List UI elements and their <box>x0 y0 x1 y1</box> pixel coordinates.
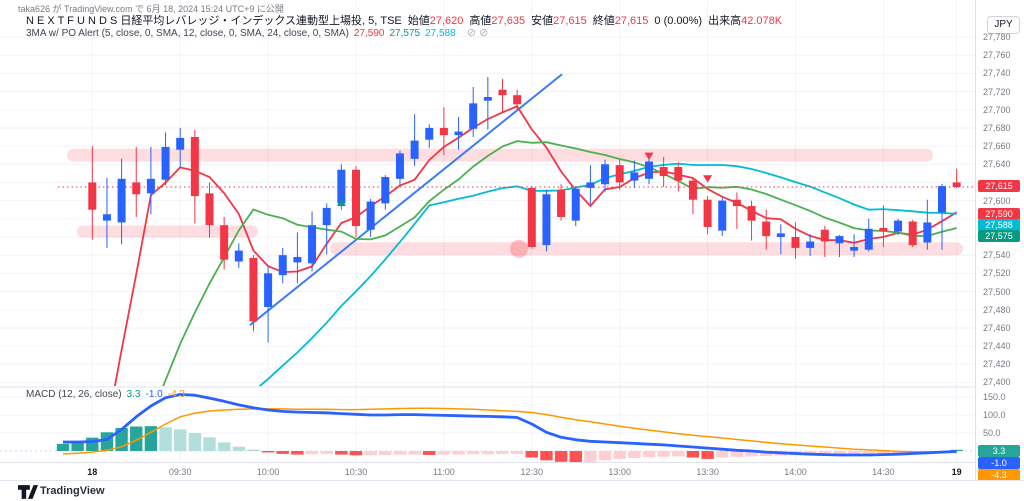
indicator-value: 27,588 <box>425 28 456 39</box>
price-tick: 27,480 <box>983 304 1011 315</box>
macd-tick: 100.0 <box>983 410 1006 420</box>
volume-value: 42.078K <box>741 15 783 27</box>
price-axis[interactable]: JPY 27,780 27,760 27,740 27,720 27,700 27,680… <box>975 0 1024 481</box>
price-tick: 27,760 <box>983 50 1011 61</box>
price-tick: 27,780 <box>983 32 1011 42</box>
ohlc-values: 始値27,620 高値27,635 安値27,615 終値27,615 <box>402 15 649 27</box>
sell-signal-icon <box>644 152 654 161</box>
price-tick: 27,400 <box>983 377 1011 388</box>
indicator-value: 3.3 <box>126 389 141 400</box>
price-tick: 27,720 <box>983 86 1011 97</box>
indicator-title: 3MA w/ PO Alert (5, close, 0, SMA, 12, c… <box>26 28 349 39</box>
macd-tick: 150.0 <box>983 392 1006 402</box>
symbol-meta: , 5, TSE <box>362 15 402 27</box>
macd-title: MACD (12, 26, close) <box>26 389 122 400</box>
price-tick: 27,520 <box>983 268 1011 279</box>
price-tick: 27,680 <box>983 122 1011 133</box>
time-label: 14:00 <box>784 467 807 477</box>
price-badge: 27,590 <box>978 208 1020 220</box>
volume-label: 出来高 <box>708 15 742 27</box>
time-label: 09:30 <box>168 467 192 477</box>
alert-disabled-icons[interactable]: ⊘ ⊘ <box>466 27 489 39</box>
price-tick: 27,540 <box>983 250 1011 261</box>
sma-24-line <box>258 162 957 386</box>
time-label: 13:00 <box>608 467 631 477</box>
price-badge: 3.3 <box>978 445 1020 457</box>
time-label: 13:30 <box>696 467 719 477</box>
indicator-value: -1.0 <box>145 389 163 400</box>
symbol-title: N E X T F U N D S 日経平均レバレッジ・インデックス連動型上場投 <box>26 15 363 27</box>
time-label: 14:30 <box>872 467 895 477</box>
time-label: 19 <box>951 467 962 477</box>
ohlc-label: 安値 <box>531 15 554 27</box>
indicator-value: 27,575 <box>389 28 421 39</box>
macd-tick: 50.0 <box>983 428 1001 438</box>
currency-button[interactable]: JPY <box>987 16 1020 34</box>
sma-5-line <box>113 105 958 386</box>
price-badge: 27,588 <box>978 219 1020 231</box>
ohlc-label: 終値 <box>592 15 615 27</box>
ohlc-value: 27,615 <box>553 15 587 27</box>
price-tick: 27,700 <box>983 104 1011 115</box>
price-tick: 27,640 <box>983 159 1011 170</box>
footer: TradingView <box>0 480 1024 501</box>
grid <box>0 0 975 462</box>
indicator-legend[interactable]: 3MA w/ PO Alert (5, close, 0, SMA, 12, c… <box>26 26 488 39</box>
time-label: 12:30 <box>520 467 544 477</box>
price-badge: 27,615 <box>978 180 1020 192</box>
trendline <box>249 73 563 326</box>
indicator-value: -4.3 <box>167 389 185 400</box>
macd-pane <box>0 393 975 462</box>
tradingview-logo-icon[interactable] <box>18 485 38 499</box>
sma-12-line <box>162 140 957 386</box>
macd-signal-line <box>62 407 957 455</box>
price-tick: 27,600 <box>983 195 1011 206</box>
time-label: 11:00 <box>432 467 455 477</box>
publish-text: taka626 が TradingView.com で 6月 18, 2024 … <box>18 4 284 14</box>
ohlc-value: 27,615 <box>614 15 649 27</box>
ohlc-value: 27,635 <box>491 15 526 27</box>
price-tick: 27,420 <box>983 359 1011 370</box>
price-badge: -4.3 <box>978 469 1020 481</box>
price-badge: 27,575 <box>978 230 1020 242</box>
price-badge: -1.0 <box>978 457 1020 469</box>
ma-values: 27,590 27,575 27,588 <box>354 28 461 39</box>
time-label: 10:30 <box>344 467 368 477</box>
candles <box>88 76 961 343</box>
ohlc-label: 高値 <box>469 15 492 27</box>
price-tick: 27,660 <box>983 141 1011 152</box>
change-value: 0 (0.00%) <box>654 15 703 27</box>
indicator-value: 27,590 <box>353 28 385 39</box>
time-axis[interactable]: 18 09:30 10:00 10:30 11:00 12:30 13:00 13:30 14:… <box>0 462 975 481</box>
symbol-legend[interactable]: N E X T F U N D S 日経平均レバレッジ・インデックス連動型上場投… <box>26 12 782 28</box>
time-label: 18 <box>87 467 98 477</box>
sell-signal-icon <box>703 175 713 183</box>
ohlc-value: 27,620 <box>429 15 464 27</box>
price-tick: 27,460 <box>983 322 1011 333</box>
highlight-bands <box>67 148 963 258</box>
buy-signal-icon <box>336 198 346 206</box>
price-tick: 27,500 <box>983 286 1011 297</box>
macd-main-line <box>63 393 957 457</box>
price-tick: 27,740 <box>983 68 1011 79</box>
macd-legend[interactable]: MACD (12, 26, close) 3.3 -1.0 -4.3 <box>26 389 190 400</box>
ohlc-label: 始値 <box>407 15 430 27</box>
time-label: 10:00 <box>256 467 280 477</box>
price-tick: 27,440 <box>983 341 1011 352</box>
macd-values: 3.3 -1.0 -4.3 <box>127 389 190 400</box>
publish-line: taka626 が TradingView.com で 6月 18, 2024 … <box>18 2 284 15</box>
tradingview-brand[interactable]: TradingView <box>40 485 105 497</box>
